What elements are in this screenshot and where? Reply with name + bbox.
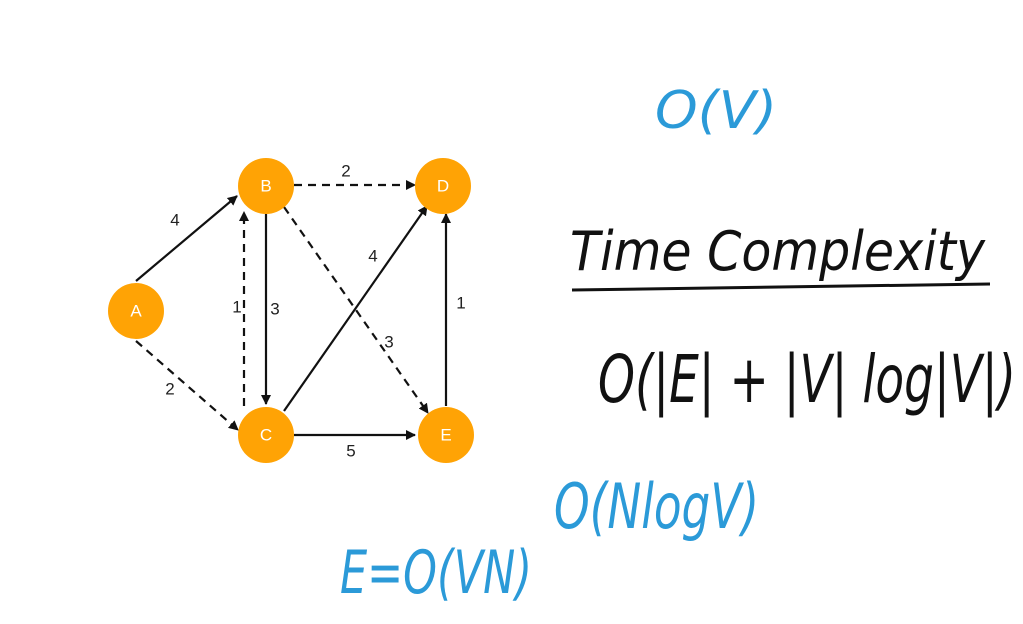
note-nlogv: O(NlogV)	[554, 470, 759, 543]
edge-b-e	[283, 206, 429, 414]
node-layer: A B C D E	[108, 158, 474, 463]
edge-weight-a-b: 4	[170, 211, 179, 230]
edge-weight-c-b: 1	[232, 298, 241, 317]
node-a: A	[108, 283, 164, 339]
edge-a-c	[135, 340, 239, 431]
node-c-label: C	[260, 426, 272, 445]
edge-weight-b-e: 3	[384, 333, 393, 352]
node-d: D	[415, 158, 471, 214]
edge-weight-c-d: 4	[368, 247, 377, 266]
formula: O(|E| + |V| log|V|)	[598, 341, 1016, 418]
note-ov: O(V)	[655, 81, 777, 141]
node-b-label: B	[260, 177, 271, 196]
annotation-layer: O(V) Time Complexity O(|E| + |V| log|V|)…	[340, 81, 1016, 608]
edge-c-d	[283, 205, 428, 412]
node-e: E	[418, 407, 474, 463]
edge-weight-b-d: 2	[341, 162, 350, 181]
heading-time-complexity: Time Complexity	[570, 220, 986, 283]
edge-weight-b-c: 3	[270, 300, 279, 319]
node-a-label: A	[130, 302, 142, 321]
edge-weight-e-d: 1	[456, 294, 465, 313]
heading-underline	[571, 282, 991, 292]
edge-weight-c-e: 5	[346, 442, 355, 461]
edge-label-layer: 4 2 2 1 3 4 3 5 1	[165, 162, 465, 461]
edge-weight-a-c: 2	[165, 380, 174, 399]
node-b: B	[238, 158, 294, 214]
note-evn: E=O(VN)	[340, 538, 532, 608]
node-c: C	[238, 407, 294, 463]
node-e-label: E	[440, 426, 451, 445]
edge-a-b	[135, 195, 238, 282]
node-d-label: D	[437, 177, 449, 196]
edge-layer	[135, 180, 451, 440]
